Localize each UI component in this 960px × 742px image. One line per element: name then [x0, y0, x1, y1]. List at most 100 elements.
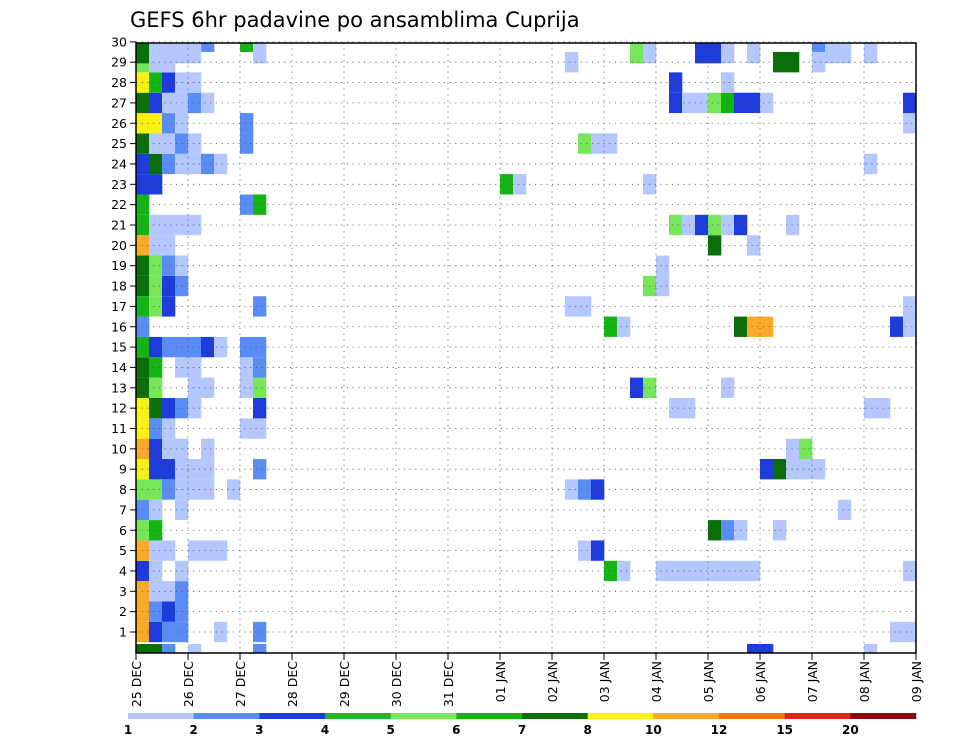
- heat-cell: [201, 459, 215, 480]
- heat-cell: [188, 43, 202, 64]
- heat-cell: [669, 92, 683, 114]
- heat-cell: [188, 214, 202, 236]
- heat-cell: [149, 72, 163, 93]
- heat-cell: [188, 133, 202, 154]
- heat-cell: [162, 255, 176, 276]
- y-tick-label: 21: [111, 218, 127, 233]
- heat-cell: [747, 316, 761, 337]
- colorbar-level-label: 8: [583, 723, 591, 737]
- y-tick-label: 4: [119, 563, 127, 578]
- heat-cell: [136, 644, 150, 653]
- heat-cell: [188, 644, 202, 653]
- x-tick-label: 08 JAN: [857, 661, 872, 702]
- heat-cell: [240, 113, 254, 134]
- heat-cell: [721, 377, 735, 398]
- heat-cell: [149, 499, 163, 521]
- heat-cell: [162, 113, 176, 134]
- colorbar-swatch: [456, 713, 523, 719]
- heat-cell: [903, 113, 917, 134]
- heat-cell: [188, 459, 202, 480]
- colorbar-swatch: [850, 713, 917, 719]
- heat-cell: [149, 540, 163, 561]
- x-tick-label: 30 DEC: [389, 661, 404, 707]
- gridlines: [136, 41, 916, 653]
- x-tick-label: 03 JAN: [597, 661, 612, 702]
- heat-cell: [201, 153, 215, 175]
- y-tick-label: 23: [111, 177, 127, 192]
- colorbar-level-label: 7: [518, 723, 526, 737]
- heat-cell: [838, 499, 852, 521]
- heat-cell: [747, 92, 761, 114]
- heat-cell: [864, 644, 878, 653]
- heat-cell: [903, 316, 917, 337]
- heat-cell: [149, 235, 163, 256]
- heat-cell: [903, 296, 917, 317]
- y-tick-label: 11: [111, 421, 127, 436]
- heat-cell: [149, 174, 163, 195]
- heat-cell: [175, 43, 189, 64]
- heat-cell: [604, 133, 618, 154]
- y-tick-label: 2: [119, 604, 127, 619]
- heat-cell: [760, 644, 774, 653]
- heat-cell: [708, 560, 722, 582]
- heat-cell: [799, 459, 813, 480]
- heat-cell: [825, 43, 839, 64]
- heat-cell: [240, 194, 254, 215]
- y-tick-label: 27: [111, 95, 127, 110]
- heat-cell: [812, 459, 826, 480]
- heat-cell: [162, 418, 176, 439]
- heat-cell: [201, 479, 215, 500]
- colorbar-swatch: [128, 713, 194, 719]
- heat-cell: [747, 43, 761, 64]
- heat-cell: [578, 296, 592, 317]
- colorbar-swatch: [784, 713, 851, 719]
- y-tick-label: 9: [119, 462, 127, 477]
- colorbar-level-label: 6: [452, 723, 460, 737]
- colorbar-level-label: 10: [645, 723, 662, 737]
- heat-cell: [214, 153, 228, 175]
- y-tick-label: 28: [111, 75, 127, 90]
- chart-title: GEFS 6hr padavine po ansamblima Cuprija: [130, 8, 580, 32]
- x-tick-label: 07 JAN: [805, 661, 820, 702]
- heat-cell: [149, 255, 163, 276]
- heat-cell: [162, 133, 176, 154]
- colorbar-swatch: [259, 713, 326, 719]
- heat-cell: [162, 235, 176, 256]
- heat-cell: [760, 459, 774, 480]
- colorbar-level-label: 15: [776, 723, 793, 737]
- heat-cell: [253, 459, 267, 480]
- colorbar-swatch: [193, 713, 260, 719]
- y-tick-label: 10: [111, 441, 127, 456]
- heat-cell: [240, 377, 254, 398]
- heat-cell: [565, 52, 579, 73]
- heat-cell: [149, 581, 163, 602]
- heat-cell: [656, 255, 670, 276]
- heat-cell: [708, 235, 722, 256]
- heat-cell: [578, 133, 592, 154]
- x-tick-label: 06 JAN: [753, 661, 768, 702]
- x-tick-label: 04 JAN: [649, 661, 664, 702]
- heat-cell: [162, 397, 176, 419]
- heat-cell: [708, 214, 722, 236]
- heat-cell: [201, 540, 215, 561]
- heat-cell: [890, 621, 904, 643]
- heat-cell: [162, 296, 176, 317]
- heat-cell: [669, 560, 683, 582]
- heat-cell: [695, 560, 709, 582]
- heat-cell: [773, 459, 787, 480]
- y-tick-label: 16: [111, 319, 127, 334]
- x-tick-label: 01 JAN: [493, 661, 508, 702]
- heat-cell: [669, 397, 683, 419]
- y-tick-label: 22: [111, 197, 127, 212]
- x-tick-label: 25 DEC: [129, 661, 144, 707]
- heat-cell: [565, 296, 579, 317]
- heat-cell: [708, 92, 722, 114]
- y-tick-label: 13: [111, 380, 127, 395]
- heat-cell: [773, 52, 787, 73]
- heat-cell: [669, 72, 683, 93]
- heat-cell: [214, 540, 228, 561]
- heat-cell: [188, 336, 202, 358]
- y-tick-label: 7: [119, 502, 127, 517]
- heat-cell: [513, 174, 527, 195]
